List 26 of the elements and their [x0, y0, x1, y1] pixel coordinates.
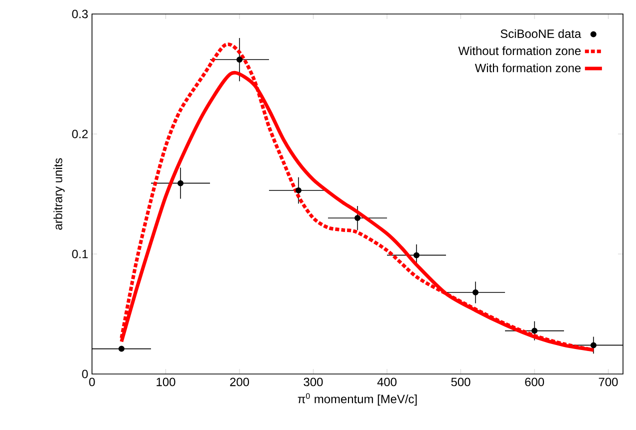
y-tick-label: 0.3	[72, 10, 88, 18]
y-tick-label: 0.1	[72, 250, 88, 258]
x-tick-label: 100	[156, 378, 176, 386]
point	[354, 215, 361, 221]
point	[590, 342, 597, 348]
x-tick-label: 500	[451, 378, 470, 386]
legend-label: With formation zone	[474, 63, 581, 72]
legend-label: Without formation zone	[458, 46, 581, 56]
point	[296, 187, 302, 194]
y-axis-title: arbitrary units	[53, 158, 65, 230]
x-tick-label: 200	[230, 378, 250, 386]
point	[414, 252, 420, 258]
point	[178, 180, 184, 186]
point	[472, 289, 479, 296]
x-tick-label: 400	[377, 378, 397, 386]
legend-label: SciBooNE data	[500, 29, 582, 38]
x-tick-label: 600	[525, 378, 544, 386]
x-tick-label: 0	[89, 378, 95, 386]
point	[236, 56, 242, 63]
y-tick-label: 0.2	[72, 130, 88, 138]
x-tick-label: 700	[598, 378, 618, 386]
x-tick-label: 300	[304, 378, 323, 386]
point	[532, 328, 538, 334]
x-axis-title: π$^{0}$ momentum [MeV/c]	[298, 393, 417, 406]
point	[118, 346, 124, 352]
y-tick-label: 0	[82, 370, 88, 378]
